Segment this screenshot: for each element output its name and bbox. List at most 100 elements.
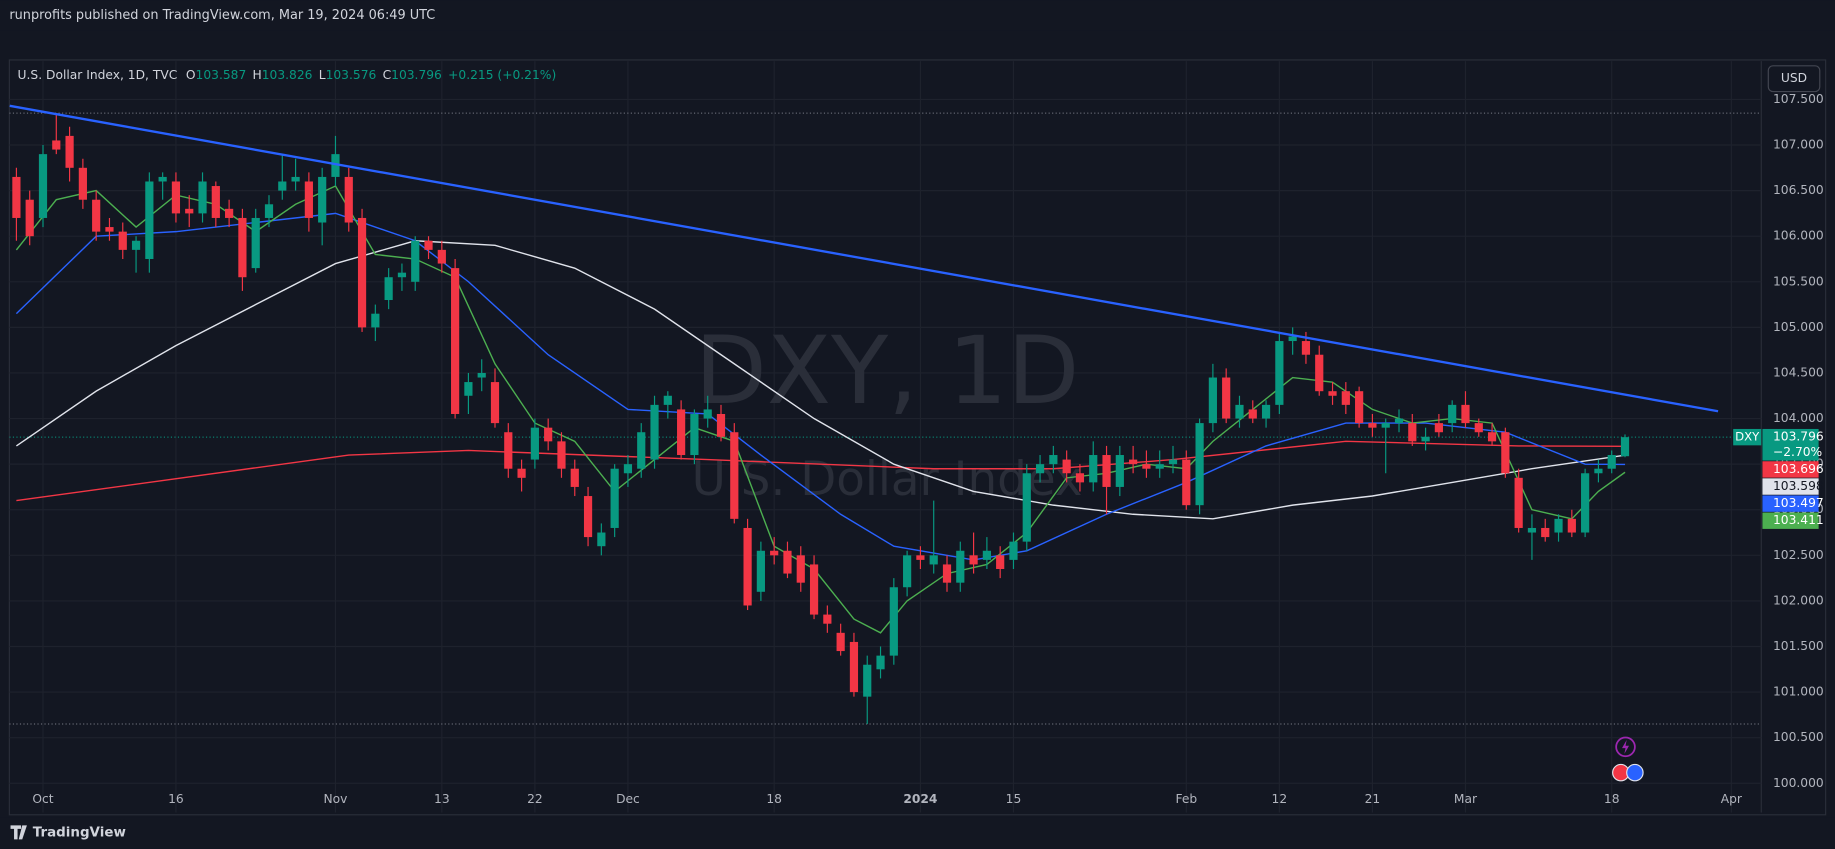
candle-body <box>969 555 978 565</box>
change: +0.215 (+0.21%) <box>448 68 556 82</box>
candle-body <box>464 382 473 396</box>
candle-body <box>1035 464 1045 474</box>
candle-body <box>1089 455 1098 483</box>
x-tick-label: 18 <box>766 792 782 806</box>
price-tag-box <box>1762 428 1819 461</box>
x-tick-label: Nov <box>323 792 347 806</box>
candle-body <box>1448 404 1457 424</box>
symbol: U.S. Dollar Index, 1D, TVC <box>18 68 178 82</box>
ma-tag-box <box>1762 478 1819 495</box>
candle-body <box>1594 468 1603 474</box>
candle-body <box>52 140 61 150</box>
candle-body <box>1315 354 1324 392</box>
candle-body <box>1248 409 1257 419</box>
candle-body <box>131 240 141 250</box>
legend: U.S. Dollar Index, 1D, TVC O103.587 H103… <box>18 68 557 82</box>
candle-body <box>663 395 672 405</box>
candle-body <box>982 550 991 560</box>
candle-body <box>863 664 872 697</box>
candle-body <box>225 208 234 218</box>
candle-body <box>823 614 832 624</box>
candle-body <box>903 555 912 588</box>
candle-body <box>477 372 486 378</box>
y-tick-label: 101.000 <box>1773 685 1824 699</box>
candle-body <box>105 227 114 232</box>
candle-body <box>38 154 48 218</box>
moving-average <box>15 240 1626 520</box>
y-tick-label: 107.500 <box>1773 92 1824 106</box>
x-tick-label: 13 <box>434 792 450 806</box>
y-tick-label: 106.500 <box>1773 183 1824 197</box>
candle-body <box>637 432 646 469</box>
candle-body <box>118 231 127 250</box>
chart-frame <box>8 59 1827 816</box>
x-tick-label: 22 <box>527 792 543 806</box>
x-tick-label: Apr <box>1721 792 1743 806</box>
candle-body <box>251 217 260 269</box>
x-tick-label: Mar <box>1454 792 1478 806</box>
label-c: C <box>383 68 392 82</box>
moving-average <box>15 185 1626 634</box>
ma-tag-box <box>1762 461 1819 478</box>
x-tick-label: Oct <box>32 792 53 806</box>
candle-body <box>876 655 885 670</box>
candle-body <box>570 468 579 487</box>
candle-body <box>65 135 74 168</box>
candle-body <box>357 217 367 328</box>
candle-body <box>1195 423 1204 506</box>
x-tick-label: Feb <box>1175 792 1197 806</box>
footer-brand: TradingView <box>33 825 126 840</box>
candle-body <box>703 409 712 419</box>
candle-body <box>1288 336 1297 342</box>
open-value: 103.587 <box>196 68 247 82</box>
plot-area <box>9 104 1762 725</box>
close-value: 103.796 <box>391 68 442 82</box>
ma-tag-label: 103.598 <box>1773 479 1824 493</box>
candle-body <box>304 181 313 218</box>
candle-body <box>836 632 845 652</box>
candle-body <box>1022 473 1031 542</box>
candle-body <box>1009 541 1018 560</box>
candle-body <box>1527 527 1537 533</box>
candle-body <box>1275 341 1284 405</box>
candle-body <box>1421 436 1430 442</box>
candle-body <box>1474 423 1483 433</box>
candle-body <box>1408 423 1417 442</box>
candle-body <box>1222 377 1231 419</box>
x-tick-label: 12 <box>1272 792 1288 806</box>
candle-body <box>1394 418 1404 424</box>
ma-tag-label: 103.411 <box>1773 513 1824 527</box>
candle-body <box>198 181 207 214</box>
y-tick-label: 102.500 <box>1773 548 1824 562</box>
candle-body <box>517 468 526 478</box>
price-change-label: −2.70% <box>1773 445 1822 459</box>
candle-body <box>451 268 460 414</box>
candle-body <box>1049 455 1058 465</box>
last-price-label: 103.796 <box>1773 430 1824 444</box>
candle-body <box>1381 423 1390 428</box>
currency-label[interactable]: USD <box>1781 71 1807 85</box>
currency-button-frame[interactable] <box>1767 65 1821 93</box>
y-tick-label: 106.000 <box>1773 229 1824 243</box>
ma-tag-label: 103.696 <box>1773 462 1824 476</box>
candle-body <box>12 176 21 218</box>
candle-body <box>397 272 407 278</box>
candle-body <box>1607 455 1616 469</box>
candle-body <box>238 217 247 278</box>
candle-body <box>1355 391 1364 424</box>
low-value: 103.576 <box>326 68 377 82</box>
candle-body <box>158 176 167 182</box>
flag-icon[interactable] <box>1626 763 1644 782</box>
candle-body <box>1155 464 1164 469</box>
candle-body <box>1075 473 1085 483</box>
candle-body <box>1142 464 1151 469</box>
event-icons[interactable] <box>1612 736 1644 782</box>
moving-average <box>16 440 1626 502</box>
candle-body <box>1208 377 1217 424</box>
y-tick-label: 105.500 <box>1773 274 1824 288</box>
currency-button[interactable]: USD <box>1767 65 1821 93</box>
candle-body <box>557 441 566 469</box>
candle-body <box>530 427 539 460</box>
